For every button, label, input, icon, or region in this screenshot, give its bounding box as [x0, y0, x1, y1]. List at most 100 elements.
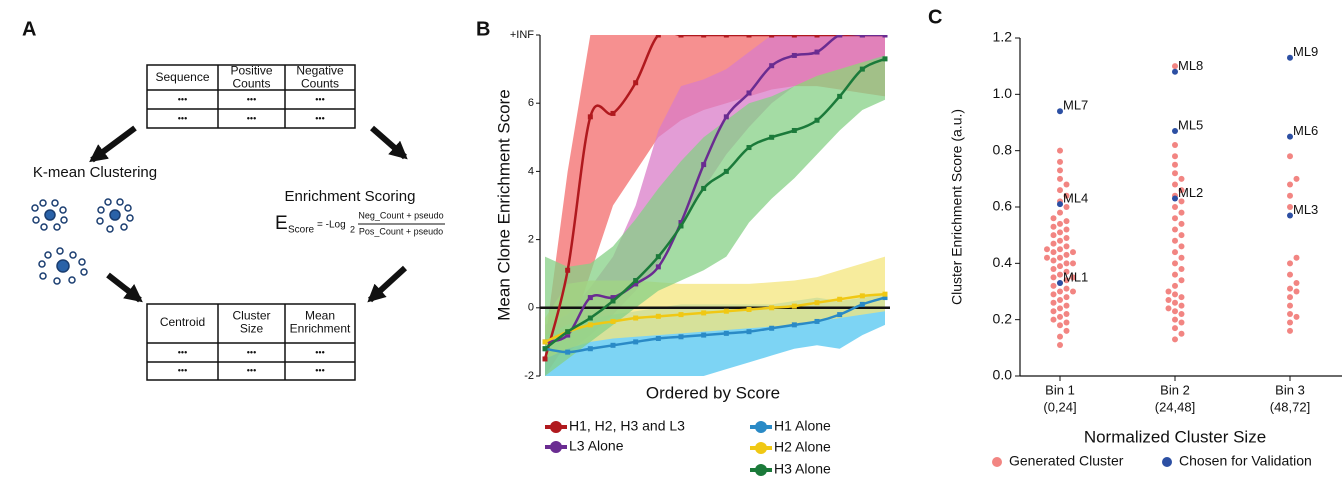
scoring-title: Enrichment Scoring: [285, 188, 416, 205]
data-point: [1287, 294, 1293, 301]
data-point: [1063, 192, 1070, 199]
data-point: [1057, 158, 1063, 165]
data-point: [1057, 254, 1063, 261]
table-bottom: [146, 303, 356, 381]
data-point: [587, 295, 593, 301]
data-point: [1050, 232, 1057, 239]
data-point: [1287, 212, 1293, 219]
data-point: [1050, 274, 1057, 281]
data-point: [587, 322, 593, 328]
y-tick-label: 2: [528, 234, 534, 246]
data-point: [1057, 246, 1063, 253]
data-point: [542, 346, 548, 352]
data-point: [1063, 327, 1070, 334]
cluster-icons: [31, 198, 134, 285]
y-tick-label: 0.2: [993, 310, 1013, 326]
data-point: [1287, 319, 1293, 326]
table-cell: •••: [178, 347, 187, 357]
data-point: [837, 312, 843, 318]
formula-denominator: Pos_Count + pseudo: [359, 226, 443, 236]
data-point: [1178, 330, 1185, 337]
data-point: [1063, 251, 1070, 258]
data-point: [1293, 313, 1300, 320]
table-cell: •••: [178, 113, 187, 123]
point-label: ML8: [1178, 58, 1203, 73]
data-point: [678, 220, 684, 226]
data-point: [1165, 288, 1172, 295]
table-top: [146, 64, 356, 129]
legend-label: L3 Alone: [569, 438, 624, 454]
data-point: [1070, 274, 1076, 281]
table-header: Positive Counts: [230, 64, 272, 91]
point-label: ML6: [1293, 123, 1318, 138]
legend-marker: [755, 442, 767, 454]
data-point: [723, 114, 729, 120]
data-point: [1172, 325, 1178, 332]
data-point: [1287, 133, 1293, 140]
legend-marker: [992, 457, 1002, 467]
data-point: [1057, 313, 1063, 320]
data-point: [1063, 268, 1070, 275]
data-point: [1172, 127, 1178, 134]
data-point: [1172, 142, 1178, 149]
panel-label: A: [22, 18, 36, 40]
y-tick-label: +INF: [510, 29, 534, 41]
data-point: [814, 49, 820, 55]
panel-c: C Normalized Cluster Size Cluster Enrich…: [928, 6, 1342, 469]
data-point: [791, 52, 797, 58]
data-point: [1063, 204, 1070, 210]
formula-lhs-sub: Score: [288, 225, 315, 236]
data-point: [565, 332, 571, 338]
x-tick-label: Bin 2: [1160, 382, 1190, 397]
data-point: [701, 185, 707, 191]
data-point: [1057, 147, 1063, 154]
data-point: [1057, 175, 1063, 182]
y-tick-label: 6: [528, 97, 534, 109]
data-point: [1057, 201, 1063, 208]
table-header: Sequence: [155, 70, 209, 84]
data-point: [1178, 294, 1185, 301]
data-point: [1050, 240, 1057, 247]
data-point: [1287, 302, 1293, 309]
data-point: [610, 342, 616, 348]
point-label: ML9: [1293, 44, 1318, 59]
data-point: [701, 35, 707, 38]
data-point: [610, 110, 616, 116]
table-cell: •••: [247, 113, 256, 123]
data-point: [791, 322, 797, 328]
data-point: [769, 134, 775, 140]
data-point: [610, 298, 616, 304]
x-tick-sublabel: (0,24]: [1043, 399, 1076, 414]
data-point: [1063, 260, 1070, 267]
data-point: [1063, 277, 1070, 284]
data-point: [1063, 218, 1070, 225]
table-cell: •••: [247, 365, 256, 375]
data-point: [1287, 271, 1293, 278]
data-point: [859, 66, 865, 72]
data-point: [814, 35, 820, 38]
data-point: [723, 330, 729, 336]
data-point: [1287, 285, 1293, 292]
legend-label: H1 Alone: [774, 418, 831, 434]
table-cell: •••: [315, 365, 324, 375]
data-point: [791, 127, 797, 133]
data-point: [882, 291, 888, 297]
data-point: [1057, 229, 1063, 236]
data-point: [633, 339, 639, 345]
data-point: [610, 295, 616, 301]
data-point: [1287, 153, 1293, 160]
data-point: [655, 335, 661, 341]
data-point: [1172, 226, 1178, 233]
data-point: [633, 80, 639, 86]
data-point: [678, 35, 684, 38]
y-tick-label: 0.8: [993, 141, 1013, 157]
data-point: [1172, 68, 1178, 75]
data-point: [1293, 280, 1300, 287]
data-point: [1172, 291, 1178, 298]
y-axis-label: Cluster Enrichment Score (a.u.): [949, 109, 965, 305]
data-point: [1057, 296, 1063, 303]
data-point: [610, 318, 616, 324]
data-point: [1178, 311, 1185, 318]
y-tick-label: 0.0: [993, 367, 1013, 383]
data-point: [746, 90, 752, 96]
